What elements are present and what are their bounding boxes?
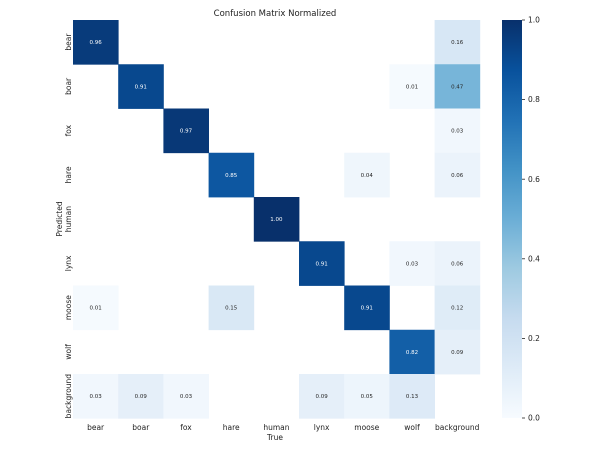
heatmap-cell-boar-boar bbox=[118, 64, 164, 109]
heatmap-cell-background-bear bbox=[73, 374, 119, 419]
cell-value-label: 0.06 bbox=[451, 173, 464, 179]
heatmap-cell-hare-moose bbox=[344, 152, 390, 198]
y-tick-label-bear: bear bbox=[64, 33, 73, 51]
heatmap-cell-fox-background bbox=[434, 108, 481, 154]
colorbar-tick-label: 0.4 bbox=[528, 254, 540, 263]
cell-value-label: 0.16 bbox=[451, 40, 464, 46]
heatmap-cell-moose-bear bbox=[73, 285, 119, 331]
cell-value-label: 0.09 bbox=[135, 394, 148, 400]
heatmap-cell-background-wolf bbox=[389, 374, 435, 419]
x-axis-ticks: bear boar fox hare human lynx moose wolf backgro… bbox=[87, 423, 480, 432]
colorbar-tick-label: 0.8 bbox=[528, 95, 540, 104]
heatmap-cell-lynx-wolf bbox=[389, 241, 435, 286]
heatmap-cell-lynx-background bbox=[434, 241, 481, 286]
heatmap-cell-moose-hare bbox=[208, 285, 255, 331]
colorbar-ticks: 0.0 0.2 0.4 0.6 0.8 1.0 bbox=[522, 16, 540, 423]
cell-value-label: 0.03 bbox=[451, 129, 464, 135]
heatmap-cell-moose-moose bbox=[344, 285, 390, 331]
y-tick-label-wolf: wolf bbox=[64, 344, 73, 360]
cell-value-label: 0.09 bbox=[315, 394, 328, 400]
heatmap-cell-wolf-background bbox=[434, 329, 481, 375]
heatmap-cell-background-fox bbox=[163, 374, 209, 419]
cell-value-label: 0.91 bbox=[361, 306, 373, 312]
x-tick-label-moose: moose bbox=[354, 423, 379, 432]
heatmap-cell-labels: 0.96 0.16 0.91 0.01 0.47 0.97 0.03 0.85 0.04 0.06… bbox=[89, 40, 463, 400]
cell-value-label: 0.09 bbox=[451, 350, 464, 356]
y-tick-label-boar: boar bbox=[64, 77, 73, 95]
heatmap-cell-human-human bbox=[253, 197, 300, 242]
colorbar-tick-label: 0.6 bbox=[528, 175, 540, 184]
cell-value-label: 0.03 bbox=[89, 394, 102, 400]
cell-value-label: 0.91 bbox=[135, 84, 147, 90]
y-tick-label-moose: moose bbox=[64, 295, 73, 320]
heatmap-cell-boar-background bbox=[434, 64, 481, 109]
heatmap-cell-bear-background bbox=[434, 20, 481, 65]
cell-value-label: 0.01 bbox=[406, 84, 418, 90]
x-tick-label-wolf: wolf bbox=[404, 423, 420, 432]
cell-value-label: 0.06 bbox=[451, 261, 464, 267]
x-tick-label-background: background bbox=[435, 423, 480, 432]
cell-value-label: 0.97 bbox=[180, 129, 193, 135]
heatmap-cell-hare-hare bbox=[208, 152, 255, 198]
x-tick-label-fox: fox bbox=[180, 423, 192, 432]
x-tick-label-human: human bbox=[263, 423, 289, 432]
heatmap-cell-lynx-lynx bbox=[299, 241, 345, 286]
y-tick-label-background: background bbox=[64, 374, 73, 419]
cell-value-label: 0.96 bbox=[89, 40, 102, 46]
cell-value-label: 0.05 bbox=[361, 394, 374, 400]
heatmap-cell-background-moose bbox=[344, 374, 390, 419]
heatmap-cells bbox=[73, 20, 481, 419]
colorbar-tick-label: 1.0 bbox=[528, 16, 540, 25]
x-tick-label-hare: hare bbox=[223, 423, 240, 432]
colorbar-tick-label: 0.0 bbox=[528, 414, 540, 423]
cell-value-label: 0.03 bbox=[406, 261, 419, 267]
colorbar bbox=[502, 20, 522, 418]
y-axis-ticks: bear boar fox hare human lynx moose wolf backgro… bbox=[64, 33, 73, 419]
cell-value-label: 1.00 bbox=[270, 217, 283, 223]
heatmap-cell-boar-wolf bbox=[389, 64, 435, 109]
y-tick-label-fox: fox bbox=[64, 124, 73, 136]
colorbar-tick-label: 0.2 bbox=[528, 334, 540, 343]
cell-value-label: 0.82 bbox=[406, 350, 418, 356]
x-tick-label-boar: boar bbox=[132, 423, 150, 432]
heatmap-cell-hare-background bbox=[434, 152, 481, 198]
heatmap-cell-bear-bear bbox=[73, 20, 119, 65]
cell-value-label: 0.91 bbox=[315, 261, 327, 267]
x-tick-label-bear: bear bbox=[87, 423, 105, 432]
y-tick-label-lynx: lynx bbox=[64, 255, 73, 271]
heatmap-cell-wolf-wolf bbox=[389, 329, 435, 375]
cell-value-label: 0.15 bbox=[225, 306, 238, 312]
y-tick-label-hare: hare bbox=[64, 166, 73, 183]
cell-value-label: 0.13 bbox=[406, 394, 419, 400]
heatmap-cell-background-boar bbox=[118, 374, 164, 419]
heatmap-cell-moose-background bbox=[434, 285, 481, 331]
cell-value-label: 0.12 bbox=[451, 306, 463, 312]
heatmap-cell-background-lynx bbox=[299, 374, 345, 419]
cell-value-label: 0.47 bbox=[451, 84, 464, 90]
cell-value-label: 0.04 bbox=[361, 173, 374, 179]
cell-value-label: 0.03 bbox=[180, 394, 193, 400]
cell-value-label: 0.01 bbox=[89, 306, 101, 312]
cell-value-label: 0.85 bbox=[225, 173, 238, 179]
heatmap-cell-fox-fox bbox=[163, 108, 209, 154]
x-axis-label: True bbox=[266, 433, 283, 442]
y-axis-label: Predicted bbox=[55, 201, 64, 236]
y-tick-label-human: human bbox=[64, 206, 73, 232]
x-tick-label-lynx: lynx bbox=[314, 423, 330, 432]
chart-title: Confusion Matrix Normalized bbox=[214, 9, 337, 19]
